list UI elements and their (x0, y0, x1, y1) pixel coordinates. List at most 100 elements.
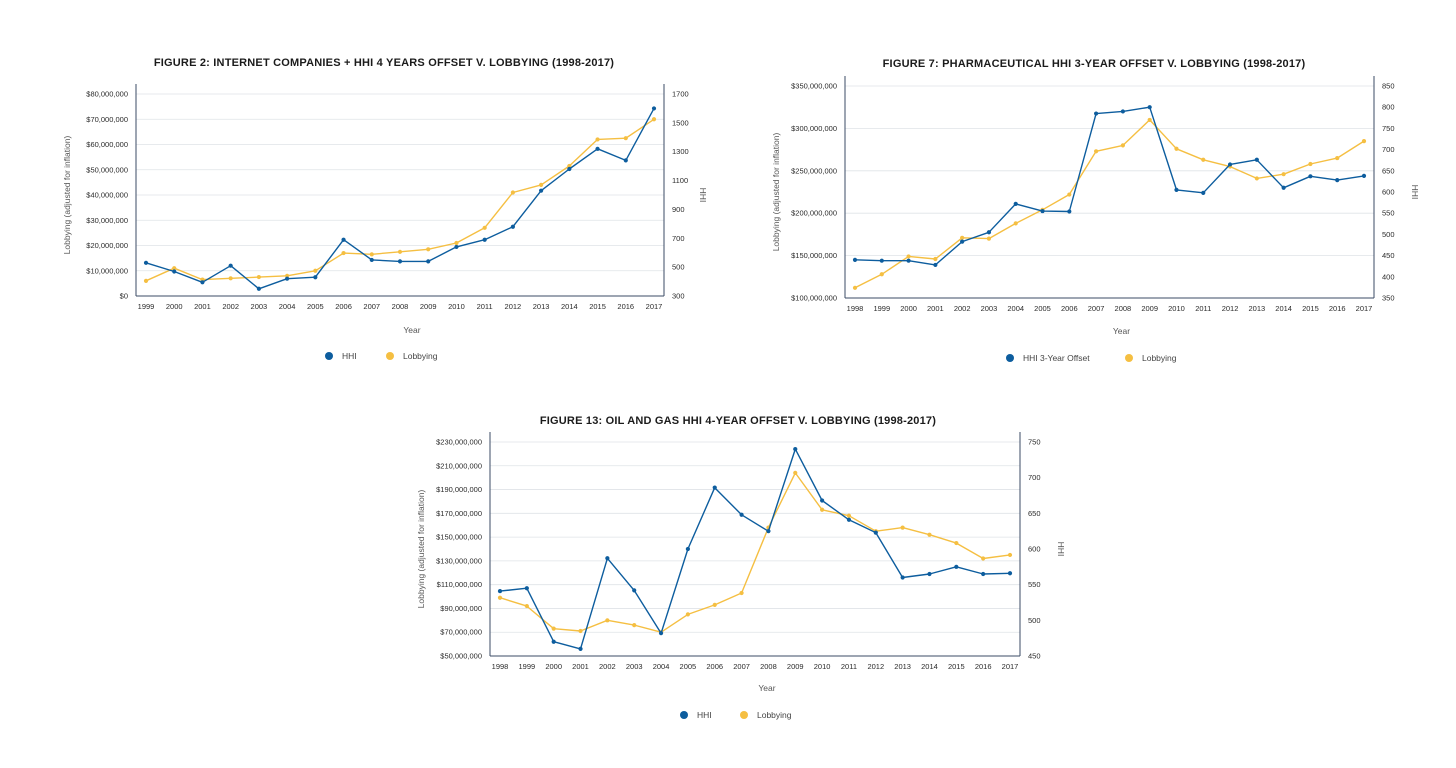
data-point-lobbying (285, 273, 290, 278)
data-point-hhi (1254, 157, 1259, 162)
data-point-lobbying (551, 626, 556, 631)
x-tick-label: 2005 (307, 302, 324, 311)
x-axis-title: Year (758, 683, 775, 693)
x-tick-label: 2015 (1302, 304, 1319, 313)
data-point-hhi (605, 556, 610, 561)
y2-tick-label: 500 (1382, 230, 1395, 239)
data-point-lobbying (524, 603, 529, 609)
x-tick-label: 1998 (492, 662, 509, 671)
data-point-lobbying (510, 190, 515, 195)
x-tick-label: 2004 (653, 662, 670, 671)
data-point-hhi (981, 571, 986, 577)
data-point-hhi (960, 239, 965, 244)
legend-label-lobbying: Lobbying (403, 351, 438, 361)
data-point-lobbying (712, 602, 717, 607)
data-point-hhi (793, 447, 798, 452)
x-tick-label: 2006 (706, 662, 723, 671)
data-point-hhi (143, 260, 149, 265)
data-point-hhi (524, 586, 529, 591)
data-point-lobbying (567, 163, 572, 169)
data-point-hhi (873, 530, 878, 535)
y-tick-label: $100,000,000 (791, 294, 837, 303)
data-point-lobbying (1174, 146, 1179, 151)
data-point-hhi (986, 230, 992, 235)
data-point-hhi (766, 529, 771, 534)
data-point-hhi (820, 498, 825, 503)
y2-tick-label: 600 (1382, 188, 1395, 197)
y2-axis-title: HHI (698, 188, 708, 203)
x-tick-label: 2010 (448, 302, 465, 311)
x-tick-label: 2002 (954, 304, 971, 313)
data-point-hhi (1067, 209, 1072, 214)
chart-title: FIGURE 13: OIL AND GAS HHI 4-YEAR OFFSET… (540, 415, 936, 427)
data-point-lobbying (228, 276, 233, 281)
data-point-lobbying (482, 225, 487, 230)
data-point-lobbying (900, 525, 905, 530)
data-point-hhi (1281, 185, 1286, 190)
y2-tick-label: 650 (1028, 509, 1041, 518)
y2-tick-label: 900 (672, 205, 685, 214)
data-point-hhi (623, 158, 628, 163)
data-point-lobbying (369, 252, 374, 257)
series-line-hhi (854, 106, 1365, 266)
data-point-hhi (567, 166, 572, 172)
data-point-lobbying (651, 117, 657, 122)
data-point-hhi (454, 244, 459, 250)
x-tick-label: 2000 (166, 302, 183, 311)
x-tick-label: 2001 (572, 662, 589, 671)
x-tick-label: 2010 (814, 662, 831, 671)
x-tick-label: 2011 (1195, 304, 1211, 313)
legend-marker-hhi (325, 352, 333, 360)
data-point-hhi (906, 258, 911, 263)
y-tick-label: $20,000,000 (86, 241, 128, 250)
data-point-lobbying (143, 278, 149, 283)
x-axis-title: Year (403, 325, 420, 335)
data-point-lobbying (1361, 139, 1367, 144)
data-point-lobbying (497, 595, 503, 600)
figure-2-chart: FIGURE 2: INTERNET COMPANIES + HHI 4 YEA… (0, 40, 728, 380)
x-tick-label: 2004 (1007, 304, 1024, 313)
data-point-hhi (954, 564, 959, 569)
data-point-hhi (228, 263, 233, 268)
data-point-hhi (397, 259, 403, 264)
data-point-hhi (313, 275, 318, 280)
y2-tick-label: 500 (1028, 616, 1041, 625)
x-tick-label: 2013 (894, 662, 911, 671)
data-point-hhi (1308, 174, 1313, 179)
data-point-lobbying (906, 254, 911, 259)
data-point-hhi (1335, 178, 1340, 183)
y-tick-label: $250,000,000 (791, 166, 837, 175)
data-point-lobbying (1007, 552, 1013, 558)
x-tick-label: 2009 (1141, 304, 1158, 313)
x-tick-label: 2016 (1329, 304, 1346, 313)
data-point-lobbying (539, 182, 544, 187)
y2-tick-label: 500 (672, 263, 685, 272)
x-tick-label: 2017 (1356, 304, 1373, 313)
y-tick-label: $190,000,000 (436, 485, 482, 494)
series-line-lobbying (499, 472, 1011, 633)
data-point-lobbying (846, 513, 852, 518)
y2-tick-label: 1700 (672, 90, 689, 99)
x-tick-label: 2009 (420, 302, 437, 311)
chart-svg: FIGURE 7: PHARMACEUTICAL HHI 3-YEAR OFFS… (771, 58, 1420, 363)
y-tick-label: $230,000,000 (436, 438, 482, 447)
y-tick-label: $110,000,000 (437, 580, 482, 589)
x-tick-label: 2011 (477, 302, 493, 311)
series-line-hhi (499, 448, 1011, 650)
x-tick-label: 2012 (867, 662, 884, 671)
x-tick-label: 2007 (733, 662, 750, 671)
x-tick-label: 2008 (392, 302, 409, 311)
data-point-hhi (1147, 105, 1152, 110)
y-tick-label: $300,000,000 (791, 124, 837, 133)
data-point-lobbying (313, 268, 318, 273)
y-axis-title: Lobbying (adjusted for inflation) (416, 490, 426, 609)
data-point-lobbying (605, 618, 610, 623)
data-point-hhi (256, 286, 261, 291)
y2-tick-label: 400 (1382, 272, 1395, 281)
legend-marker-hhi (1006, 354, 1014, 362)
data-point-lobbying (632, 622, 637, 628)
x-tick-label: 2013 (1248, 304, 1265, 313)
x-tick-label: 1999 (873, 304, 890, 313)
figure-7-chart: FIGURE 7: PHARMACEUTICAL HHI 3-YEAR OFFS… (728, 40, 1456, 380)
x-tick-label: 2010 (1168, 304, 1185, 313)
